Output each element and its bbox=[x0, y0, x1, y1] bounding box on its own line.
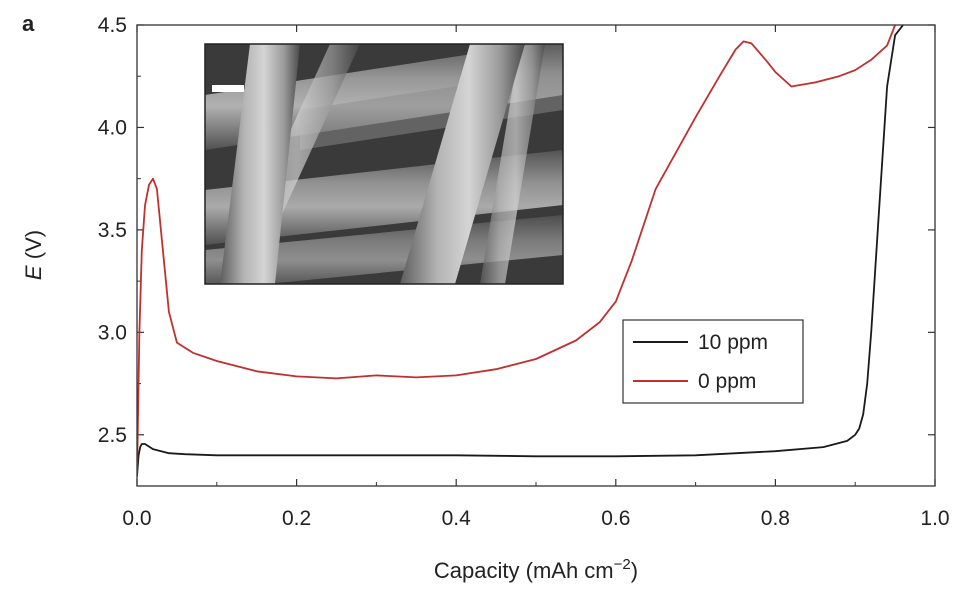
x-axis-title-suffix: ) bbox=[631, 558, 638, 583]
legend-label-10ppm: 10 ppm bbox=[698, 331, 768, 354]
sem-inset-image bbox=[205, 44, 563, 284]
legend-label-0ppm: 0 ppm bbox=[698, 370, 756, 393]
y-tick-label: 3.5 bbox=[98, 219, 127, 242]
y-tick-label: 4.5 bbox=[98, 14, 127, 37]
plot-frame bbox=[136, 24, 936, 487]
x-tick-label: 0.2 bbox=[282, 507, 311, 530]
inset-border bbox=[204, 43, 564, 285]
y-tick-label: 4.0 bbox=[98, 116, 127, 139]
y-axis-title-unit: (V) bbox=[21, 230, 46, 265]
y-tick-label: 3.0 bbox=[98, 321, 127, 344]
panel-label: a bbox=[22, 11, 35, 36]
series-line-10-ppm bbox=[137, 25, 904, 477]
series-layer bbox=[137, 25, 904, 477]
y-axis-title: E (V) bbox=[21, 230, 46, 280]
legend-box bbox=[622, 319, 804, 404]
x-axis-title-main: Capacity (mAh cm bbox=[434, 558, 614, 583]
series-line-0-ppm bbox=[137, 25, 896, 477]
x-axis-title-superscript: −2 bbox=[614, 556, 631, 573]
x-axis-title: Capacity (mAh cm−2) bbox=[434, 556, 638, 583]
y-axis-ticks: 2.5 3.0 3.5 4.0 4.5 bbox=[98, 14, 935, 487]
y-tick-label: 2.5 bbox=[98, 424, 127, 447]
x-tick-label: 0.6 bbox=[601, 507, 630, 530]
x-tick-label: 0.4 bbox=[442, 507, 472, 530]
y-axis-title-variable: E bbox=[21, 265, 46, 280]
legend: 10 ppm 0 ppm bbox=[622, 319, 804, 404]
x-tick-label: 0.8 bbox=[761, 507, 790, 530]
scale-bar bbox=[212, 85, 244, 92]
x-axis-ticks: 0.0 0.2 0.4 0.6 0.8 1.0 bbox=[122, 25, 950, 530]
x-tick-label: 0.0 bbox=[122, 507, 151, 530]
x-tick-label: 1.0 bbox=[920, 507, 949, 530]
